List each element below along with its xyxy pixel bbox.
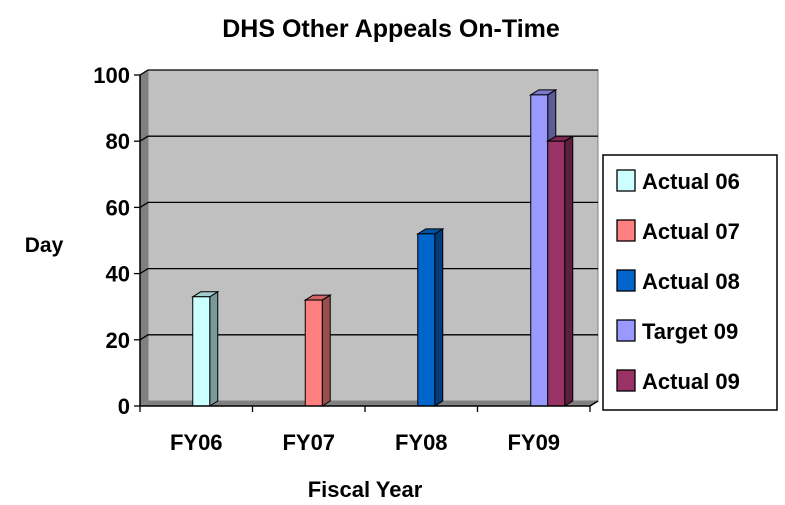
y-tick-label: 80 (106, 129, 130, 154)
gridline (139, 69, 598, 76)
legend-swatch (616, 319, 636, 342)
y-tick-label: 100 (93, 63, 130, 88)
legend: Actual 06 Actual 07 Actual 08 Target 09 Actu… (602, 154, 778, 411)
legend-item: Actual 07 (616, 219, 740, 244)
x-tick-label: FY08 (395, 430, 448, 455)
y-tick-label: 40 (106, 262, 130, 287)
gridlines (139, 69, 598, 341)
legend-item: Actual 08 (616, 269, 740, 294)
legend-item: Target 09 (616, 319, 738, 344)
bar-fy06-actual-06 (191, 290, 220, 407)
legend-label: Actual 09 (642, 369, 740, 394)
legend-swatch (616, 169, 636, 192)
legend-label: Actual 08 (642, 269, 740, 294)
legend-label: Actual 06 (642, 169, 740, 194)
x-tick-label: FY07 (282, 430, 335, 455)
y-tick-label: 20 (106, 328, 130, 353)
side-wall (140, 70, 148, 406)
y-tick-labels: 0 20 40 60 80 100 (93, 63, 130, 419)
y-tick-label: 60 (106, 195, 130, 220)
legend-swatch (616, 219, 636, 242)
gridline (139, 267, 598, 275)
gridline (139, 334, 598, 341)
gridline (139, 135, 598, 142)
x-tick-labels: FY06 FY07 FY08 FY09 (170, 430, 560, 455)
y-axis-label: Day (25, 234, 64, 257)
bar-fy08-actual-08 (416, 227, 445, 407)
axes (134, 74, 599, 412)
x-axis-depth (589, 400, 599, 407)
legend-item: Actual 09 (616, 369, 740, 394)
y-tick-label: 0 (118, 394, 130, 419)
legend-swatch (616, 269, 636, 292)
legend-swatch (616, 369, 636, 392)
floor (140, 401, 598, 406)
plot-area (140, 69, 599, 406)
legend-label: Actual 07 (642, 219, 740, 244)
legend-label: Target 09 (642, 319, 738, 344)
gridline (139, 201, 598, 208)
bar-fy07-actual-07 (303, 294, 332, 407)
x-axis-label: Fiscal Year (308, 477, 423, 502)
chart-title: DHS Other Appeals On-Time (222, 15, 560, 43)
bars (191, 88, 575, 407)
x-tick-label: FY06 (170, 430, 223, 455)
bar-fy09-actual-09 (546, 135, 575, 407)
x-tick-label: FY09 (507, 430, 560, 455)
legend-item: Actual 06 (616, 169, 740, 194)
